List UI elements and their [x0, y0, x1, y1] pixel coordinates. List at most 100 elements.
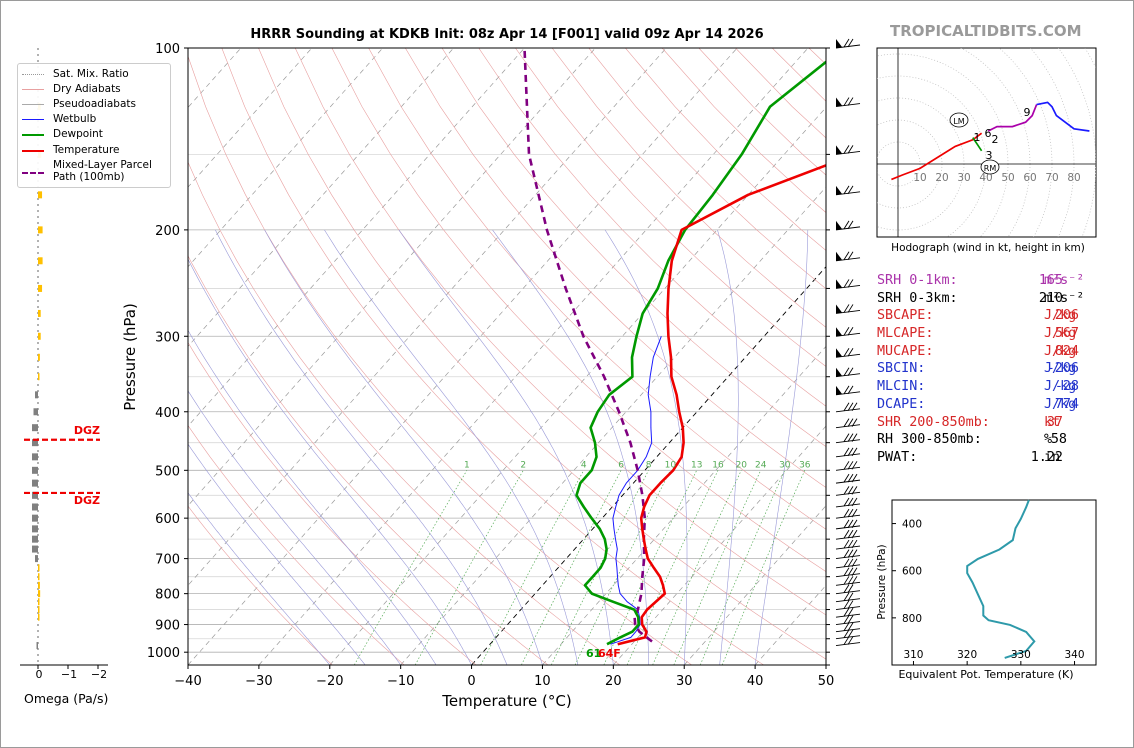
wind-barb [835, 539, 861, 550]
skewt-legend: Sat. Mix. Ratio Dry Adiabats Pseudoadiab… [17, 63, 171, 188]
y-tick-label: 600 [155, 512, 180, 527]
mixing-ratio-line [721, 470, 806, 665]
omega-bar [32, 466, 38, 474]
hodograph-tick-label: 20 [935, 172, 948, 184]
dry-adiabat [258, 48, 826, 660]
pseudoadiabat [398, 229, 614, 665]
legend-item: Dewpoint [18, 127, 168, 141]
omega-xlabel: Omega (Pa/s) [24, 691, 109, 706]
wetbulb-line [610, 336, 662, 645]
mixing-ratio-label: 20 [736, 460, 748, 470]
stat-row: SBCIN: -206 J/kg [877, 360, 1117, 378]
wind-barb [835, 367, 861, 378]
dry-adiabat [515, 48, 826, 367]
omega-bar [38, 564, 40, 572]
stat-label: SRH 0-1km: [877, 273, 958, 288]
isotherm-line [683, 505, 826, 665]
dry-adiabat [188, 55, 692, 665]
omega-bar [32, 453, 38, 461]
pseudoadiabat [604, 229, 688, 665]
mixing-ratio-label: 10 [665, 460, 677, 470]
wind-barb [835, 486, 861, 496]
stat-row: MUCAPE: 824 J/kg [877, 343, 1117, 361]
stat-value: 37 [1046, 414, 1063, 430]
stat-row: SBCAPE: 206 J/kg [877, 307, 1117, 325]
stat-unit: J/kg [1044, 396, 1077, 412]
wind-barb [835, 567, 861, 578]
dry-adiabat [331, 48, 826, 572]
omega-bar [38, 284, 43, 292]
dry-adiabat [478, 48, 826, 407]
wind-barb [835, 576, 861, 586]
isotherm-line [400, 186, 826, 665]
wind-barb [835, 97, 861, 107]
stat-unit: % [1044, 432, 1053, 448]
isotherm-line [542, 345, 826, 665]
pseudoadiabat [492, 229, 650, 665]
dgz-label: DGZ [74, 494, 100, 507]
pseudoadiabat [188, 443, 366, 665]
isotherm-line [188, 48, 313, 188]
legend-item: Dry Adiabats [18, 82, 168, 96]
dry-adiabat [368, 48, 826, 530]
mixing-ratio-line [673, 470, 762, 665]
hodograph-caption: Hodograph (wind in kt, height in km) [891, 242, 1085, 254]
stat-label: RH 300-850mb: [877, 432, 982, 448]
mixing-ratio-line [574, 470, 671, 665]
wind-barb [835, 584, 861, 595]
pseudoadiabat [188, 492, 331, 665]
wind-barb [835, 145, 861, 155]
stat-value: 58 [1050, 432, 1067, 448]
omega-bar [38, 226, 43, 234]
skewt-ylabel: Pressure (hPa) [121, 303, 139, 411]
omega-bar [38, 373, 40, 381]
wind-barb [835, 519, 861, 530]
stat-value: 774 [1054, 396, 1079, 412]
wind-barb [835, 607, 861, 618]
hodograph-tick-label: 30 [957, 172, 970, 184]
stat-value: 206 [1054, 308, 1079, 324]
dry-adiabat [188, 255, 549, 665]
legend-item: Temperature [18, 143, 168, 157]
stat-value: -206 [1046, 361, 1079, 377]
x-tick-label: 0 [467, 674, 475, 689]
hodograph-annotation: 2 [992, 133, 999, 146]
stat-label: MUCAPE: [877, 343, 934, 359]
x-tick-label: −20 [316, 674, 343, 689]
mixing-ratio-line [414, 470, 524, 665]
dry-adiabat [441, 48, 826, 447]
omega-tick-label: 0 [36, 668, 43, 681]
hodograph-tick-label: 80 [1067, 172, 1080, 184]
legend-item: Sat. Mix. Ratio [18, 67, 168, 81]
stat-label: SHR 200-850mb: [877, 414, 990, 430]
y-tick-label: 900 [155, 619, 180, 634]
wind-barb [835, 615, 861, 625]
omega-bar [38, 590, 41, 598]
wind-barb [835, 549, 861, 560]
wind-barb [835, 38, 861, 49]
thetae-x-tick-label: 330 [1011, 649, 1031, 661]
y-tick-label: 100 [155, 42, 180, 57]
stat-row: MLCIN: -28 J/kg [877, 378, 1117, 396]
mixing-ratio-label: 16 [712, 460, 724, 470]
omega-bar [38, 573, 40, 581]
stat-label: SRH 0-3km: [877, 290, 958, 306]
isotherm-line [188, 48, 454, 347]
stat-value: -28 [1054, 379, 1079, 395]
thetae-x-tick-label: 340 [1065, 649, 1085, 661]
wind-barb [835, 402, 861, 413]
wind-barb [835, 251, 861, 262]
pseudoadiabat [264, 229, 543, 665]
isotherm-line [188, 48, 596, 507]
omega-bar [32, 525, 38, 533]
skewt-xlabel: Temperature (°C) [441, 692, 571, 710]
hodograph-segment [891, 132, 983, 181]
stat-value: 1.22 [1030, 449, 1063, 465]
pseudoadiabat [324, 229, 579, 665]
wind-barb [835, 592, 861, 603]
thetae-ylabel: Pressure (hPa) [876, 544, 888, 619]
omega-bar [38, 191, 43, 199]
y-tick-label: 500 [155, 464, 180, 479]
thetae-y-tick-label: 600 [902, 566, 922, 578]
thetae-xlabel: Equivalent Pot. Temperature (K) [898, 668, 1073, 681]
